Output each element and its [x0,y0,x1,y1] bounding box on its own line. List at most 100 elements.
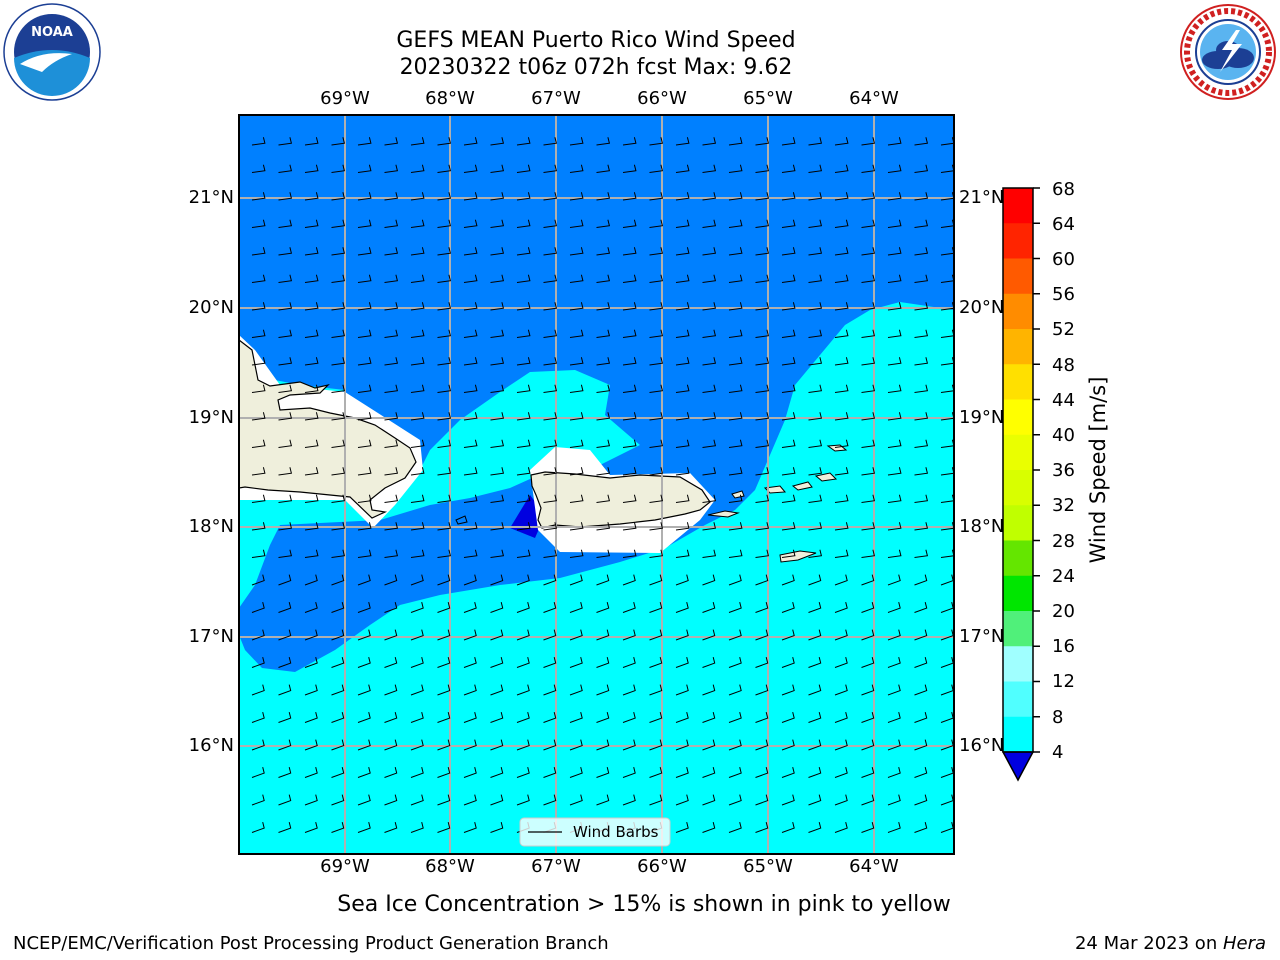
wind-barb [649,794,663,806]
wind-barb [463,494,478,503]
wind-barb [861,794,875,806]
wind-barb [437,412,452,421]
wind-barb [861,412,876,421]
wind-barb-legend: Wind Barbs [519,817,671,847]
wind-barb [251,137,266,146]
wind-barb [914,219,929,228]
colorbar-tick-label: 8 [1052,707,1064,728]
wind-barb [675,522,690,531]
wind-barb [728,329,743,338]
wind-barb [834,656,848,668]
wind-barb [437,329,452,338]
wind-barb [675,384,690,393]
wind-barb [569,274,584,283]
wind-barb [384,164,399,173]
wind-barb [702,247,717,256]
wind-barb [331,467,346,476]
wind-barb [861,219,876,228]
wind-barb [596,684,610,696]
wind-barb [808,274,823,283]
wind-barb [781,601,795,613]
wind-barb [490,439,505,448]
wind-barb [463,711,477,723]
wind-barb [384,574,398,586]
wind-barb [781,739,795,751]
wind-barb [675,574,689,586]
wind-barb [384,192,399,201]
wind-barb [516,711,530,723]
wind-barb [675,357,690,366]
lon-label-top: 66°W [637,88,687,109]
wind-barb [278,494,293,503]
wind-barb [702,766,716,778]
wind-barb [861,656,875,668]
colorbar [1001,187,1040,782]
sea-ice-note: Sea Ice Concentration > 15% is shown in … [337,892,951,917]
wind-barb [437,601,451,613]
colorbar-segment [1003,575,1033,612]
lon-label-bottom: 67°W [531,856,581,877]
wind-barb [384,739,398,751]
colorbar-tick-label: 24 [1052,566,1075,587]
wind-barb [834,137,849,146]
wind-barb [410,247,425,256]
wind-barb [755,439,770,448]
wind-barb [543,629,557,641]
wind-barb [649,766,663,778]
wind-barb [834,821,848,833]
wind-barb [781,192,796,201]
wind-barb [331,629,345,641]
lat-label-right: 17°N [959,626,1005,647]
lat-label-right: 16°N [959,735,1005,756]
wind-barb [251,494,266,503]
colorbar-segment [1003,611,1033,647]
wind-barb [463,574,477,586]
wind-barb [251,656,265,668]
wind-barb [755,821,769,833]
chart-title-line1: GEFS MEAN Puerto Rico Wind Speed [396,28,796,53]
wind-barb [702,629,716,641]
wind-barb [781,412,796,421]
wind-barb [304,522,319,531]
wind-barb [516,574,530,586]
wind-barb [331,164,346,173]
wind-barb [861,629,875,641]
wind-barb [251,739,265,751]
wind-barb [463,549,478,558]
wind-barb [437,164,452,173]
wind-barb [649,711,663,723]
island-mona [455,515,468,525]
lon-label-bottom: 65°W [743,856,793,877]
wind-barb [781,274,796,283]
wind-barb [543,574,557,586]
wind-barb [675,247,690,256]
wind-barb [437,357,452,366]
wind-barb [543,601,557,613]
wind-barb [331,711,345,723]
wind-barb [384,384,399,393]
wind-barb [463,357,478,366]
wind-barb [834,467,849,476]
wind-barb [437,247,452,256]
wind-barb [808,384,823,393]
wind-barb [463,684,477,696]
wind-barb [675,412,690,421]
wind-barb [384,357,399,366]
wind-barb [304,137,319,146]
wind-barb [649,656,663,668]
lat-label-right: 20°N [959,297,1005,318]
wind-barb [834,439,849,448]
wind-barb [384,821,398,833]
wind-barb [437,684,451,696]
wind-barb [410,274,425,283]
wind-barb [304,739,318,751]
colorbar-tick-label: 32 [1052,495,1075,516]
wind-barb [808,821,822,833]
footer-date: 24 Mar 2023 on Hera [1075,934,1266,954]
wind-barb [755,137,770,146]
wind-barb [914,574,928,586]
noaa-logo-icon: NOAA [3,3,101,101]
colorbar-tick-label: 4 [1052,742,1064,763]
wind-barb [490,549,505,558]
wind-barb [808,302,823,311]
